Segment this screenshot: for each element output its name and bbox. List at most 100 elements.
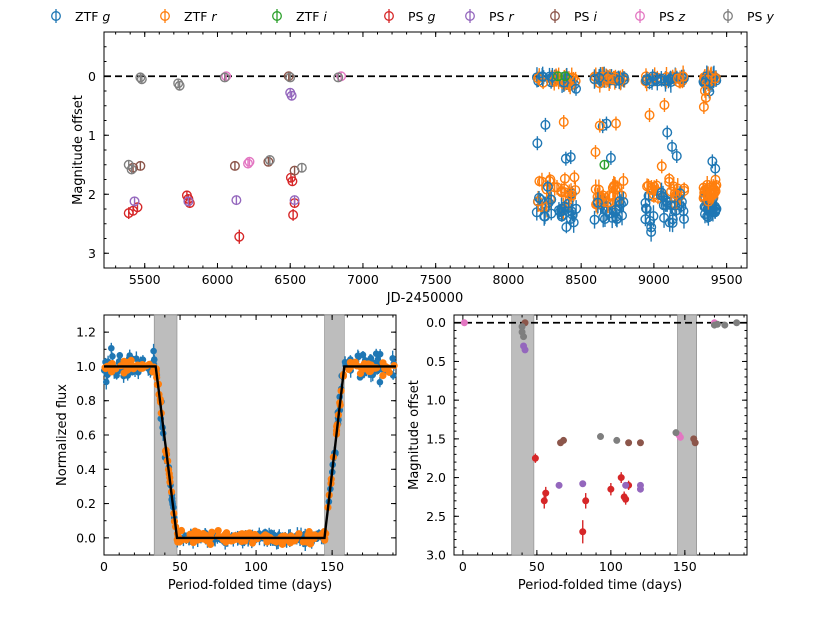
ztf-g-point (646, 226, 657, 237)
eclipse-band (511, 314, 535, 556)
ztf-g-point (641, 203, 652, 214)
x-tick-label: 0 (459, 559, 467, 574)
ztf-r-point (644, 110, 655, 121)
ztf-r-point (659, 99, 670, 110)
ps-i-point (560, 436, 568, 444)
ztf-g-point (655, 190, 666, 201)
y-tick-label: 0.5 (426, 354, 446, 369)
bottom-right-panel: 0 50 100 150 0.0 0.5 1.0 1.5 2.0 2.5 3.0 Period-fo… (407, 314, 748, 593)
ztf-r-point (306, 540, 315, 548)
legend-marker (635, 11, 645, 21)
legend-marker (272, 11, 282, 21)
ps-y-point (285, 72, 296, 83)
ps-r-point (555, 481, 563, 489)
legend-label: PS y (747, 9, 774, 24)
x-tick-label: 5500 (129, 272, 161, 287)
ztf-r-point (590, 72, 601, 83)
y-tick-label: 1.0 (426, 393, 446, 408)
ztf-r-point (618, 176, 629, 187)
x-tick-label: 50 (172, 559, 188, 574)
ztf-r-point (698, 101, 709, 112)
ps-g-point (540, 497, 548, 505)
legend-marker (160, 11, 170, 21)
bottom-left-panel-frame (103, 314, 397, 556)
ztf-r-point (379, 371, 387, 380)
ps-y-point (721, 321, 729, 329)
ps-y-point (173, 78, 184, 89)
x-tick-label: 100 (599, 559, 623, 574)
x-tick-label: 8500 (565, 272, 597, 287)
y-tick-label: 0.0 (426, 315, 446, 330)
ztf-r-point (214, 526, 222, 535)
ztf-g-point (571, 83, 582, 94)
ztf-g-point (565, 213, 576, 224)
ztf-r-point (590, 147, 601, 158)
x-tick-label: 100 (244, 559, 268, 574)
y-tick-label: 1.0 (76, 359, 96, 374)
ps-r-point (579, 480, 587, 488)
ztf-r-point (544, 175, 555, 186)
ps-g-point (234, 231, 245, 242)
legend-label: PS g (408, 9, 435, 24)
legend-marker (723, 11, 733, 21)
ztf-r-point (607, 182, 618, 193)
legend-label: ZTF i (296, 9, 327, 24)
y-tick-label: 0.2 (76, 496, 96, 511)
ztf-r-point (673, 73, 684, 84)
ztf-r-point (248, 539, 257, 547)
ps-g-point (607, 485, 615, 493)
ztf-r-point (251, 530, 259, 539)
top-plot-area: 5500 6000 6500 7000 7500 8000 8500 9000 9500 0 1 2 3 (88, 32, 747, 287)
x-tick-label: 7500 (420, 272, 452, 287)
legend-marker (51, 11, 61, 21)
ps-z-point (243, 158, 254, 169)
ztf-r-point (549, 182, 560, 193)
ps-g-point (531, 454, 539, 462)
y-tick-label: 3.0 (426, 548, 446, 563)
ps-z-point (460, 319, 468, 327)
ztf-g-point (542, 181, 553, 192)
ztf-g-point (539, 211, 550, 222)
ps-y-point (174, 80, 185, 91)
ztf-r-point (607, 74, 618, 85)
ztf-g-point (707, 156, 718, 167)
ps-i-point (625, 439, 633, 447)
ztf-i-point (552, 71, 563, 82)
legend-item: PS g (384, 9, 435, 24)
ps-g-point (184, 198, 195, 209)
ztf-r-point (703, 74, 714, 85)
ztf-g-point (571, 203, 582, 214)
ps-y-point (520, 333, 528, 341)
ztf-i-point (599, 159, 610, 170)
ps-g-point (288, 209, 299, 220)
ps-y-point (672, 429, 680, 437)
legend-item: ZTF i (272, 9, 327, 24)
ztf-g-point (540, 119, 551, 130)
ps-g-point (287, 176, 298, 187)
ztf-g-point (531, 207, 542, 218)
ztf-r-point (356, 369, 365, 378)
ztf-g-point (614, 75, 625, 86)
ztf-r-point (610, 118, 621, 129)
ps-i-point (263, 156, 274, 167)
ztf-g-point (376, 378, 384, 386)
x-tick-label: 6000 (202, 272, 234, 287)
ztf-r-point (700, 92, 711, 103)
bottom-right-panel-frame (453, 314, 748, 556)
ps-g-point (542, 489, 550, 497)
ztf-g-point (615, 198, 626, 209)
ztf-r-point (177, 526, 186, 535)
ztf-r-point (594, 120, 605, 131)
ztf-r-point (646, 184, 657, 195)
ztf-r-point (566, 190, 577, 201)
y-tick-label: 0.0 (76, 530, 96, 545)
ps-r-point (636, 485, 644, 493)
ps-r-point (129, 196, 140, 207)
ztf-r-point (186, 530, 194, 538)
ps-r-point (286, 90, 297, 101)
ztf-r-point (703, 190, 714, 201)
ps-y-point (733, 319, 741, 327)
ztf-g-point (531, 72, 542, 83)
top-x-label: JD-2450000 (386, 291, 463, 306)
ps-y-point (296, 162, 307, 173)
